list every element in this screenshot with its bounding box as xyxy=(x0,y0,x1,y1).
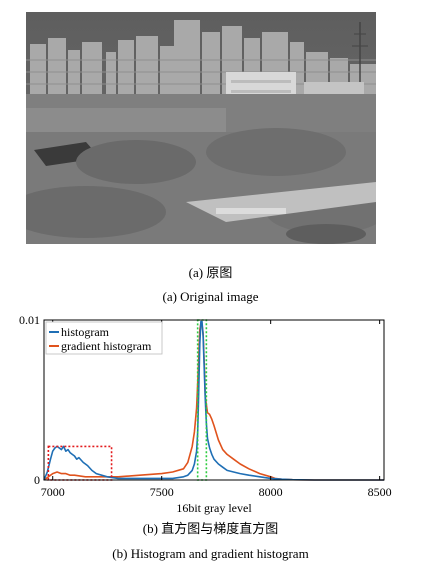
axes-frame xyxy=(43,319,385,481)
y-tick-label: 0 xyxy=(34,473,40,487)
x-axis-label: 16bit gray level xyxy=(176,501,252,515)
series-line-histogram xyxy=(43,320,384,481)
x-tick-label: 7500 xyxy=(150,485,174,499)
x-tick-label: 8500 xyxy=(368,485,392,499)
x-tick-label: 8000 xyxy=(259,485,283,499)
legend-box xyxy=(45,321,163,355)
histogram-chart: 7000 7500 8000 8500 0 0.01 16bit gray level h… xyxy=(19,313,392,515)
caption-a-chinese: (a) 原图 xyxy=(188,265,233,280)
caption-a-english: (a) Original image xyxy=(162,289,259,304)
legend-entry: histogram xyxy=(61,325,110,339)
caption-b-english: (b) Histogram and gradient histogram xyxy=(112,546,309,561)
original-thermal-image xyxy=(26,12,376,244)
caption-b-chinese: (b) 直方图与梯度直方图 xyxy=(142,521,279,536)
x-tick-label: 7000 xyxy=(41,485,65,499)
y-tick-label: 0.01 xyxy=(19,313,40,327)
legend-entry: gradient histogram xyxy=(61,339,152,353)
